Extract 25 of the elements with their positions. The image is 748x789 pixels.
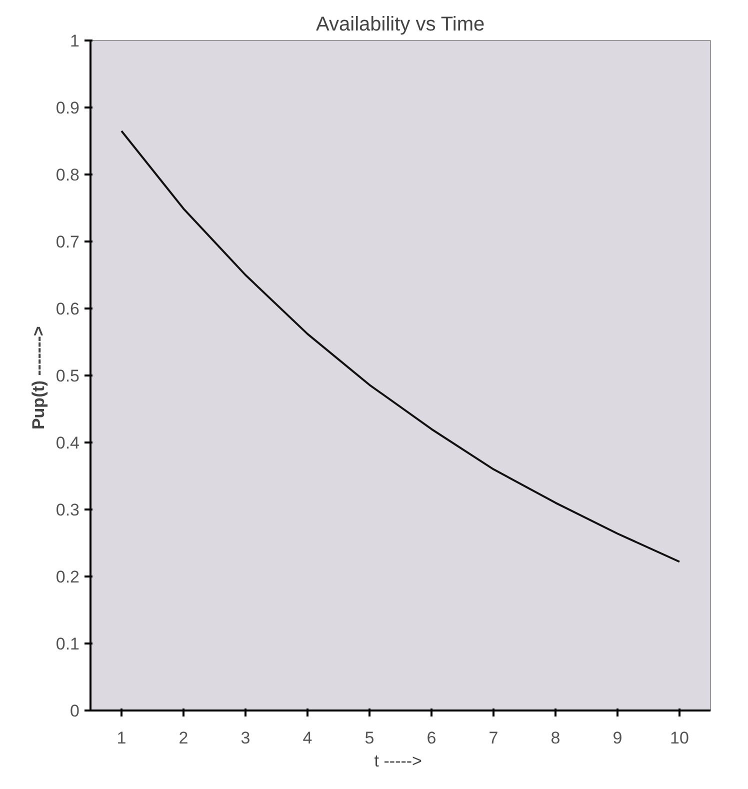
y-tick-label: 0.5 bbox=[56, 366, 80, 386]
y-tick-label: 1 bbox=[70, 32, 80, 50]
x-tick-label: 7 bbox=[488, 728, 498, 748]
y-tick-label: 0.6 bbox=[56, 300, 80, 318]
x-tick-label: 3 bbox=[240, 728, 250, 748]
x-tick-label: 8 bbox=[550, 728, 560, 748]
x-tick-label: 2 bbox=[178, 728, 188, 748]
y-axis-title: Pup(t) -------> bbox=[28, 326, 48, 430]
x-tick-label: 5 bbox=[364, 728, 374, 748]
x-tick-label: 4 bbox=[302, 728, 312, 748]
x-tick-label: 10 bbox=[670, 728, 689, 748]
y-tick-label: 0.8 bbox=[56, 166, 80, 184]
y-tick-label: 0.7 bbox=[56, 232, 80, 252]
y-tick-label: 0.9 bbox=[56, 98, 80, 118]
x-tick-label: 1 bbox=[116, 728, 126, 748]
x-tick-label: 9 bbox=[612, 728, 622, 748]
y-tick-label: 0.4 bbox=[56, 434, 80, 452]
chart-title: Availability vs Time bbox=[316, 14, 485, 36]
y-tick-label: 0.1 bbox=[56, 634, 80, 654]
y-tick-label: 0.3 bbox=[56, 500, 80, 520]
x-axis-title: t -----> bbox=[374, 752, 422, 770]
y-tick-label: 0 bbox=[70, 702, 80, 720]
line-series bbox=[120, 130, 680, 563]
x-tick-label: 6 bbox=[426, 728, 436, 748]
y-tick-label: 0.2 bbox=[56, 568, 80, 586]
